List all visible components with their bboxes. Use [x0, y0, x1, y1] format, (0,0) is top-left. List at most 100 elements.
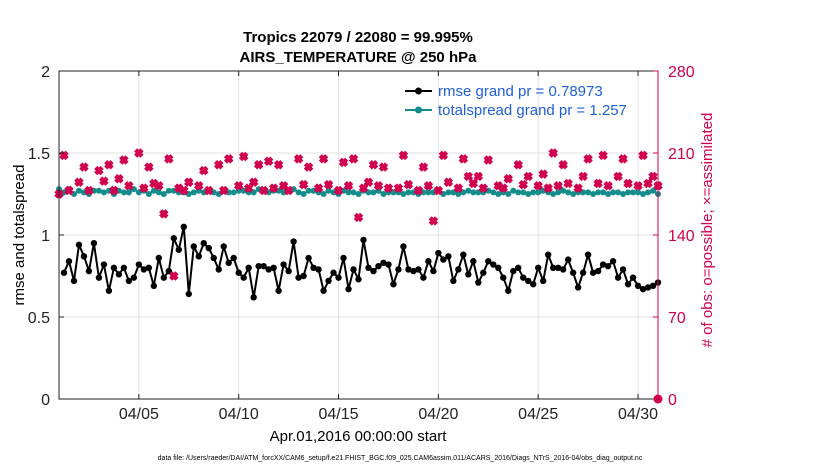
rmse-point [90, 240, 98, 247]
rmse-point [100, 261, 108, 268]
totalspread-point [345, 189, 352, 196]
obs-assimilated-point [283, 185, 294, 196]
totalspread-point [635, 189, 642, 196]
totalspread-point [490, 189, 497, 196]
obs-assimilated-point [453, 183, 464, 193]
totalspread-point [330, 189, 337, 196]
rmse-point [569, 269, 577, 276]
rmse-point [599, 261, 607, 268]
rmse-point [515, 264, 522, 271]
obs-assimilated-point [618, 154, 628, 164]
totalspread-point [255, 186, 262, 193]
totalspread-point [625, 189, 632, 196]
rmse-point [135, 261, 143, 268]
obs-assimilated-point [498, 183, 508, 193]
rmse-point [604, 262, 612, 270]
y-right-tick-label: 0 [668, 392, 677, 409]
rmse-point [624, 281, 632, 288]
totalspread-point [60, 189, 67, 196]
totalspread-point [145, 191, 152, 197]
totalspread-point [400, 191, 407, 197]
rmse-point [520, 274, 527, 281]
obs-assimilated-point [593, 178, 603, 189]
rmse-point [280, 261, 287, 268]
obs-assimilated-point [353, 212, 364, 223]
rmse-point [539, 277, 547, 285]
rmse-point [490, 261, 497, 268]
totalspread-point [320, 191, 327, 197]
obs-assimilated-point [433, 185, 444, 196]
obs-assimilated-point [253, 159, 264, 170]
totalspread-point [595, 189, 602, 196]
obs-assimilated-point [74, 177, 84, 188]
totalspread-point [610, 189, 617, 196]
totalspread-point [530, 189, 537, 196]
obs-assimilated-point [348, 154, 359, 164]
obs-assimilated-point [548, 148, 558, 158]
totalspread-point [640, 191, 647, 197]
obs-assimilated-point [159, 209, 169, 219]
rmse-point [245, 264, 252, 271]
rmse-point [340, 254, 347, 262]
obs-assimilated-point [109, 185, 119, 196]
rmse-point [375, 262, 382, 270]
rmse-point [225, 259, 232, 267]
obs-assimilated-point [553, 181, 563, 191]
obs-assimilated-point [438, 150, 449, 161]
legend-marker-totalspread [415, 106, 422, 114]
totalspread-point [560, 187, 567, 194]
rmse-point [395, 266, 402, 273]
obs-assimilated-point [213, 159, 224, 170]
rmse-point [549, 264, 557, 271]
rmse-point [70, 277, 78, 285]
obs-assimilated-point [263, 156, 274, 166]
obs-assimilated-point [393, 183, 404, 193]
legend-marker-rmse [415, 87, 422, 95]
obs-assimilated-point [463, 171, 474, 182]
rmse-point [80, 253, 88, 260]
rmse-point [589, 269, 597, 276]
totalspread-point [570, 191, 577, 197]
totalspread-point [295, 189, 302, 196]
rmse-point [639, 285, 647, 293]
y-right-tick-label: 280 [668, 64, 695, 81]
rmse-point [220, 243, 227, 250]
obs-assimilated-point [478, 183, 489, 193]
obs-assimilated-point [598, 150, 608, 161]
y-left-tick-label: 1.5 [28, 146, 50, 163]
rmse-point [455, 266, 462, 273]
totalspread-point [620, 191, 627, 197]
rmse-point [305, 254, 312, 262]
rmse-point [120, 264, 128, 271]
rmse-point [215, 266, 222, 273]
rmse-point [145, 264, 153, 271]
obs-assimilated-point [124, 181, 134, 191]
rmse-point [320, 287, 327, 294]
rmse-point [140, 266, 148, 273]
obs-assimilated-point [258, 185, 269, 196]
obs-assimilated-point [99, 176, 109, 186]
rmse-point [475, 279, 482, 286]
series-obs_assimilated [54, 148, 663, 281]
rmse-point [330, 269, 337, 276]
rmse-point [355, 276, 362, 283]
totalspread-point [600, 189, 607, 196]
x-tick-label: 04/10 [219, 406, 259, 423]
rmse-point [579, 269, 587, 276]
obs-assimilated-point [298, 179, 309, 190]
obs-assimilated-point [318, 154, 329, 164]
obs-assimilated-point [623, 178, 633, 189]
obs-assimilated-point [184, 177, 194, 188]
totalspread-point [290, 186, 297, 193]
obs-assimilated-point [134, 148, 144, 158]
totalspread-point [445, 189, 452, 196]
totalspread-point [605, 191, 612, 197]
obs-assimilated-point [423, 181, 434, 191]
chart-title: Tropics 22079 / 22080 = 99.995% [243, 29, 473, 46]
chart-subtitle: AIRS_TEMPERATURE @ 250 hPa [240, 49, 478, 66]
rmse-point [629, 274, 637, 281]
rmse-point [255, 262, 262, 270]
obs-assimilated-point [403, 179, 414, 190]
